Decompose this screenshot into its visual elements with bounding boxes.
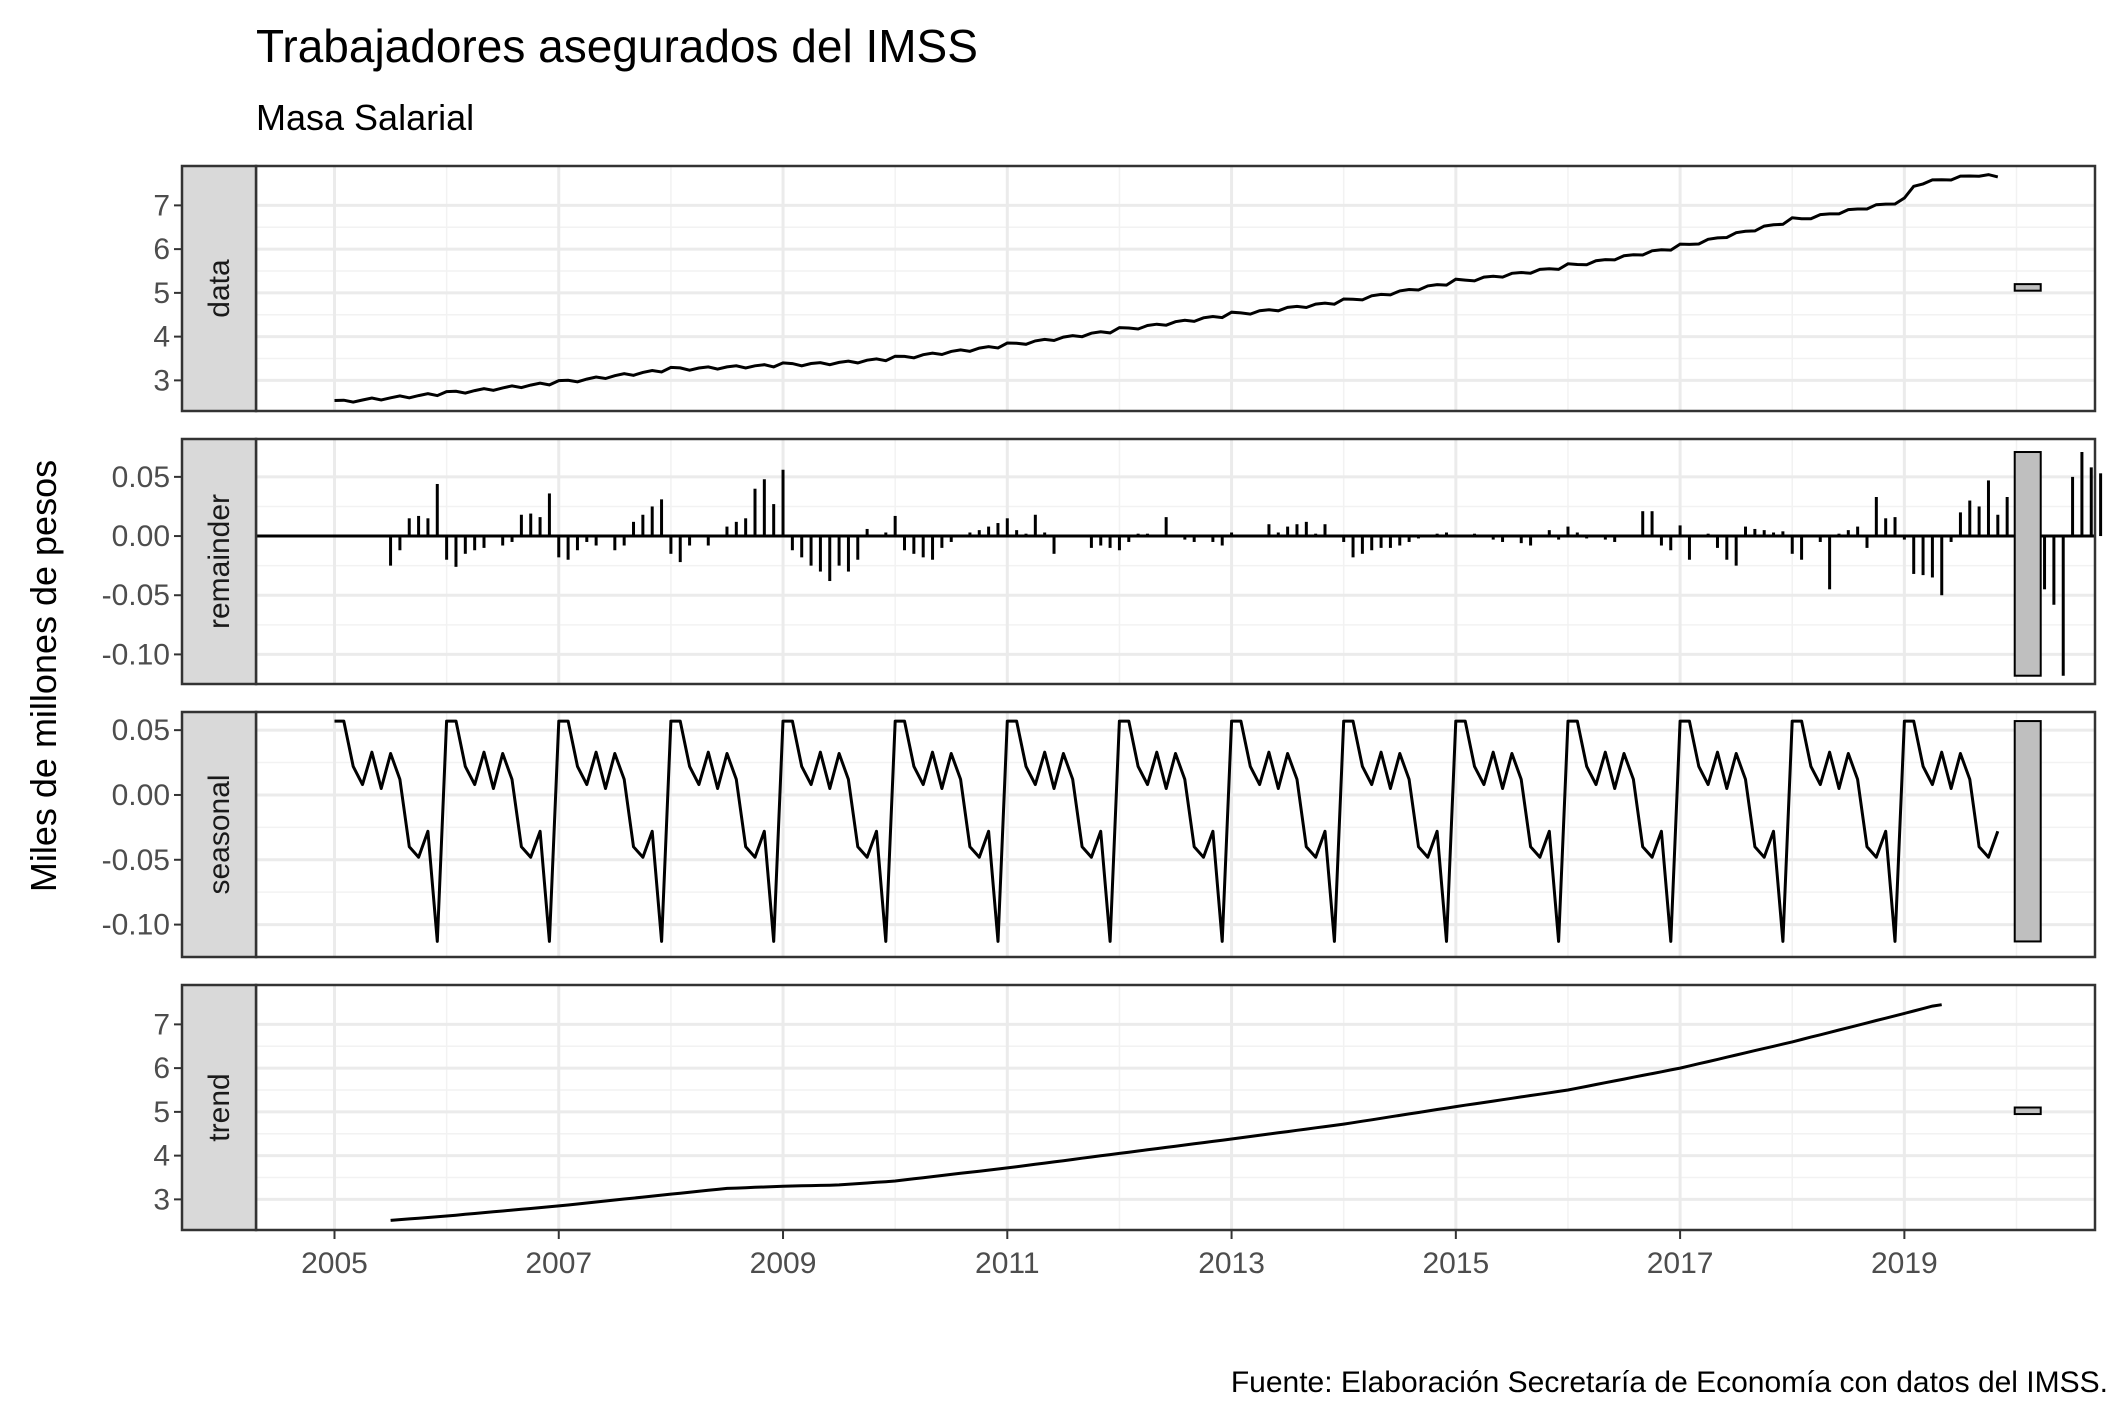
range-bar — [2013, 720, 2042, 943]
y-tick-label: 7 — [153, 189, 170, 222]
facet-strip-label: remainder — [203, 494, 236, 629]
panel-seasonal: 0.05 0.00 -0.05 -0.10 seasonal — [102, 710, 2097, 959]
panel-background — [256, 166, 2095, 411]
panel-trend: 3 4 5 6 7 trend — [153, 983, 2097, 1232]
panel-background — [256, 712, 2095, 957]
y-tick-label: 3 — [153, 1183, 170, 1216]
y-tick-label: -0.10 — [102, 909, 170, 942]
facet-strip — [180, 983, 258, 1232]
facet-strip-label: seasonal — [203, 774, 236, 894]
chart-caption: Fuente: Elaboración Secretaría de Econom… — [1231, 1366, 2108, 1399]
chart-title: Trabajadores asegurados del IMSS — [256, 20, 978, 72]
x-tick-label: 2011 — [975, 1247, 1040, 1280]
panel-remainder: 0.05 0.00 -0.05 -0.10 remainder — [102, 437, 2103, 686]
facet-strip-label: data — [203, 259, 236, 318]
series-line-seasonal — [334, 719, 2000, 943]
panel-data: 3 4 5 6 7 data — [153, 164, 2097, 413]
panel-background — [256, 439, 2095, 684]
series-line-trend — [390, 1003, 1942, 1222]
x-axis: 2005 2007 2009 2011 2013 2015 2017 2019 — [301, 1230, 1938, 1280]
y-tick-label: 6 — [153, 233, 170, 266]
panel-background — [256, 985, 2095, 1230]
y-tick-label: 4 — [153, 321, 170, 354]
facet-strip-label: trend — [203, 1073, 236, 1141]
facet-strip — [180, 164, 258, 413]
x-tick-label: 2015 — [1422, 1247, 1489, 1280]
facet-strip — [180, 437, 258, 686]
y-tick-label: 5 — [153, 277, 170, 310]
y-tick-label: 5 — [153, 1096, 170, 1129]
y-tick-label: 6 — [153, 1052, 170, 1085]
y-tick-label: 0.05 — [112, 714, 170, 747]
y-tick-label: -0.05 — [102, 844, 170, 877]
x-tick-label: 2019 — [1871, 1247, 1938, 1280]
facet-strip — [180, 710, 258, 959]
panels-group: 34567data0.050.00-0.05-0.10remainder0.05… — [102, 164, 2103, 1232]
y-tick-label: -0.05 — [102, 579, 170, 612]
y-tick-label: 0.00 — [112, 520, 170, 553]
x-tick-label: 2013 — [1198, 1247, 1265, 1280]
x-tick-label: 2017 — [1647, 1247, 1714, 1280]
range-bar — [2013, 451, 2042, 677]
x-tick-label: 2007 — [525, 1247, 592, 1280]
y-tick-label: 0.05 — [112, 461, 170, 494]
y-tick-label: -0.10 — [102, 638, 170, 671]
y-tick-label: 0.00 — [112, 779, 170, 812]
y-axis-label: Miles de millones de pesos — [23, 460, 64, 892]
x-tick-label: 2009 — [750, 1247, 817, 1280]
y-tick-label: 3 — [153, 364, 170, 397]
range-bar — [2013, 1106, 2042, 1116]
y-tick-label: 7 — [153, 1008, 170, 1041]
range-bar — [2013, 283, 2042, 292]
x-tick-label: 2005 — [301, 1247, 368, 1280]
series-line-data — [334, 173, 1999, 404]
y-tick-label: 4 — [153, 1140, 170, 1173]
chart-subtitle: Masa Salarial — [256, 97, 474, 138]
